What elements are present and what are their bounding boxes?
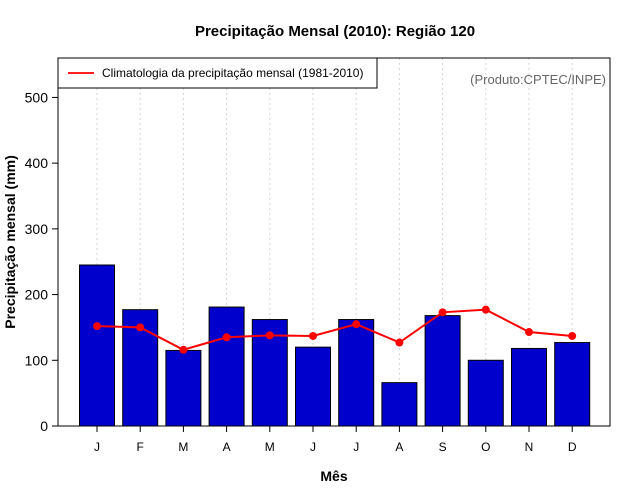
climatology-point-2 xyxy=(179,345,188,354)
climatology-point-0 xyxy=(93,322,101,331)
y-tick-label-5: 500 xyxy=(25,89,49,105)
climatology-point-1 xyxy=(136,323,145,332)
y-axis-label: Precipitação mensal (mm) xyxy=(2,155,18,329)
x-tick-label-1: F xyxy=(137,440,144,454)
legend: Climatologia da precipitação mensal (198… xyxy=(57,57,378,89)
climatology-point-8 xyxy=(438,308,447,317)
x-axis-label: Mês xyxy=(320,468,347,484)
x-tick-label-8: S xyxy=(439,440,447,454)
x-tick-label-6: J xyxy=(353,440,359,454)
bar-6 xyxy=(338,319,375,427)
x-tick-label-5: J xyxy=(310,440,316,454)
y-tick-label-1: 100 xyxy=(25,352,49,368)
bar-10 xyxy=(511,347,547,427)
y-tick-label-0: 0 xyxy=(40,418,48,434)
bar-7 xyxy=(381,382,418,427)
product-credit: (Produto:CPTEC/INPE) xyxy=(470,72,606,87)
x-tick-label-3: A xyxy=(223,440,231,454)
x-tick-label-9: O xyxy=(481,440,490,454)
legend-box xyxy=(57,57,378,89)
x-tick-label-0: J xyxy=(94,440,100,454)
y-tick-label-4: 400 xyxy=(25,155,49,171)
climatology-point-7 xyxy=(395,338,404,347)
climatology-point-6 xyxy=(352,320,361,329)
y-tick-label-2: 200 xyxy=(25,287,49,303)
legend-entry-climatology: Climatologia da precipitação mensal (198… xyxy=(102,66,363,80)
bar-5 xyxy=(295,346,331,427)
y-tick-label-3: 300 xyxy=(25,221,49,237)
x-tick-label-7: A xyxy=(395,440,403,454)
bar-11 xyxy=(554,342,591,427)
x-tick-label-11: D xyxy=(568,440,577,454)
x-tick-label-10: N xyxy=(525,440,534,454)
climatology-point-9 xyxy=(481,305,490,314)
climatology-point-10 xyxy=(525,328,533,337)
chart-title: Precipitação Mensal (2010): Região 120 xyxy=(195,23,475,40)
bar-8 xyxy=(424,315,461,427)
climatology-point-11 xyxy=(568,331,577,340)
x-tick-label-2: M xyxy=(178,440,188,454)
bars xyxy=(79,264,591,427)
climatology-point-5 xyxy=(309,331,317,340)
bar-9 xyxy=(467,359,504,427)
bar-0 xyxy=(79,264,115,427)
climatology-line xyxy=(93,305,577,354)
climatology-point-3 xyxy=(222,333,231,342)
bar-2 xyxy=(165,349,202,427)
y-axis: 0 100 200 300 400 500 xyxy=(25,89,58,434)
climatology-point-4 xyxy=(265,331,274,340)
x-tick-label-4: M xyxy=(265,440,275,454)
bar-3 xyxy=(208,306,245,427)
climatology-series-line xyxy=(96,308,573,351)
